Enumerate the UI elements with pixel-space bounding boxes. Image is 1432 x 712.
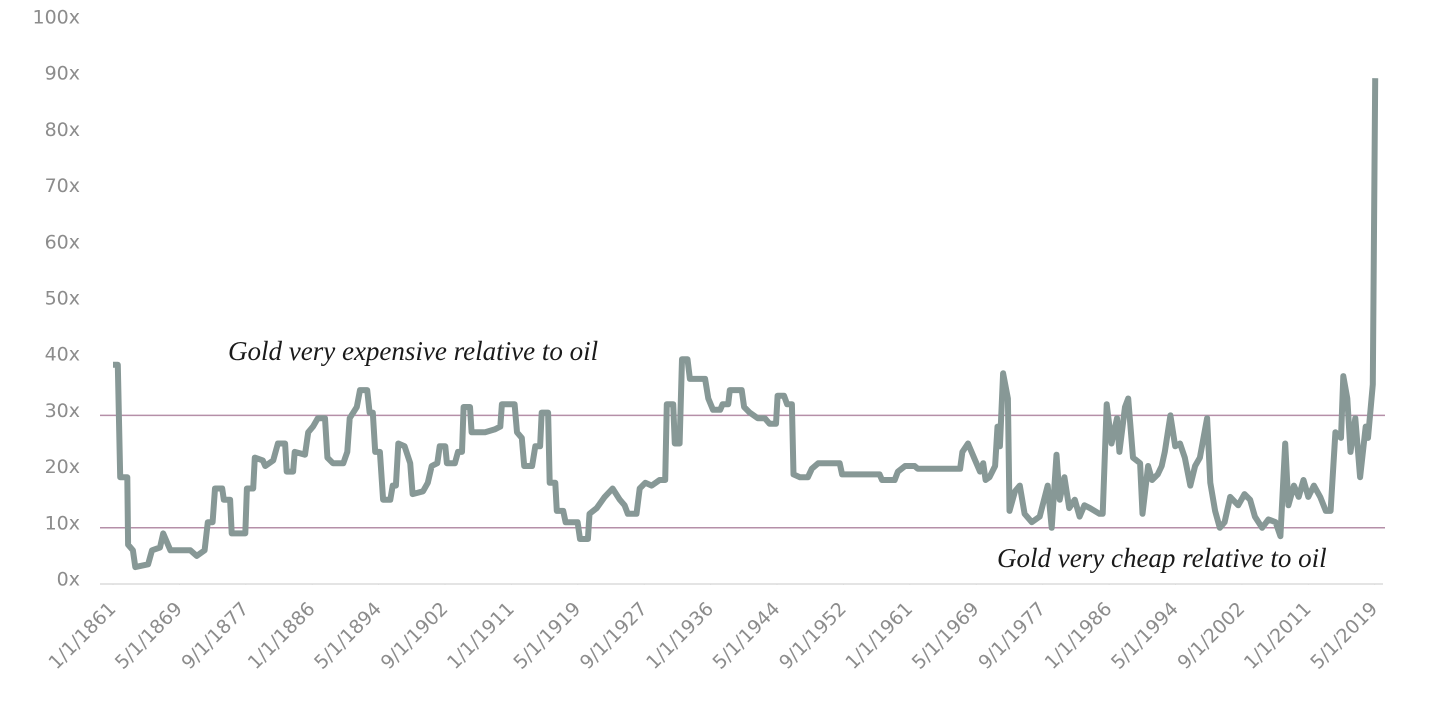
y-tick-label: 30x bbox=[45, 400, 80, 422]
y-tick-label: 70x bbox=[45, 175, 80, 197]
y-tick-label: 80x bbox=[45, 119, 80, 141]
data-line bbox=[113, 78, 1379, 571]
x-tick-label: 5/1/1919 bbox=[509, 598, 585, 674]
x-tick-label: 1/1/2011 bbox=[1240, 598, 1316, 674]
x-tick-label: 1/1/1986 bbox=[1041, 598, 1117, 674]
x-tick-label: 1/1/1911 bbox=[443, 598, 519, 674]
y-tick-label: 10x bbox=[45, 512, 80, 534]
x-tick-label: 5/1/1894 bbox=[310, 598, 386, 674]
y-tick-label: 40x bbox=[45, 344, 80, 366]
x-tick-label: 9/1/1977 bbox=[974, 598, 1050, 674]
x-tick-label: 5/1/1994 bbox=[1107, 598, 1183, 674]
y-tick-label: 100x bbox=[32, 7, 80, 29]
y-tick-label: 0x bbox=[57, 569, 80, 591]
x-tick-label: 9/1/1952 bbox=[775, 598, 851, 674]
x-tick-label: 1/1/1886 bbox=[244, 598, 320, 674]
x-tick-label: 5/1/1969 bbox=[908, 598, 984, 674]
x-tick-label: 9/1/1877 bbox=[177, 598, 253, 674]
y-tick-label: 50x bbox=[45, 288, 80, 310]
annotation: Gold very cheap relative to oil bbox=[997, 543, 1327, 573]
x-tick-label: 5/1/2019 bbox=[1306, 598, 1382, 674]
x-tick-label: 9/1/2002 bbox=[1173, 598, 1249, 674]
x-tick-label: 1/1/1861 bbox=[45, 598, 121, 674]
y-tick-label: 90x bbox=[45, 63, 80, 85]
x-tick-label: 5/1/1944 bbox=[709, 598, 785, 674]
x-tick-label: 1/1/1961 bbox=[841, 598, 917, 674]
x-tick-label: 1/1/1936 bbox=[642, 598, 718, 674]
y-tick-label: 20x bbox=[45, 456, 80, 478]
annotation: Gold very expensive relative to oil bbox=[228, 336, 598, 366]
y-tick-label: 60x bbox=[45, 231, 80, 253]
x-tick-label: 9/1/1902 bbox=[377, 598, 453, 674]
x-tick-label: 9/1/1927 bbox=[576, 598, 652, 674]
x-tick-label: 5/1/1869 bbox=[111, 598, 187, 674]
